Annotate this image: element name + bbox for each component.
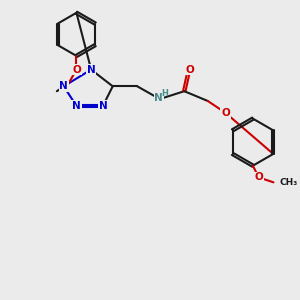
Text: O: O (186, 64, 194, 75)
Text: O: O (254, 172, 263, 182)
Text: N: N (72, 101, 81, 111)
Text: N: N (87, 64, 95, 75)
Text: H: H (161, 89, 168, 98)
Text: N: N (98, 101, 107, 111)
Text: O: O (221, 108, 230, 118)
Text: N: N (154, 93, 163, 103)
Text: O: O (72, 64, 81, 75)
Text: N: N (59, 81, 68, 91)
Text: CH₃: CH₃ (279, 178, 298, 187)
